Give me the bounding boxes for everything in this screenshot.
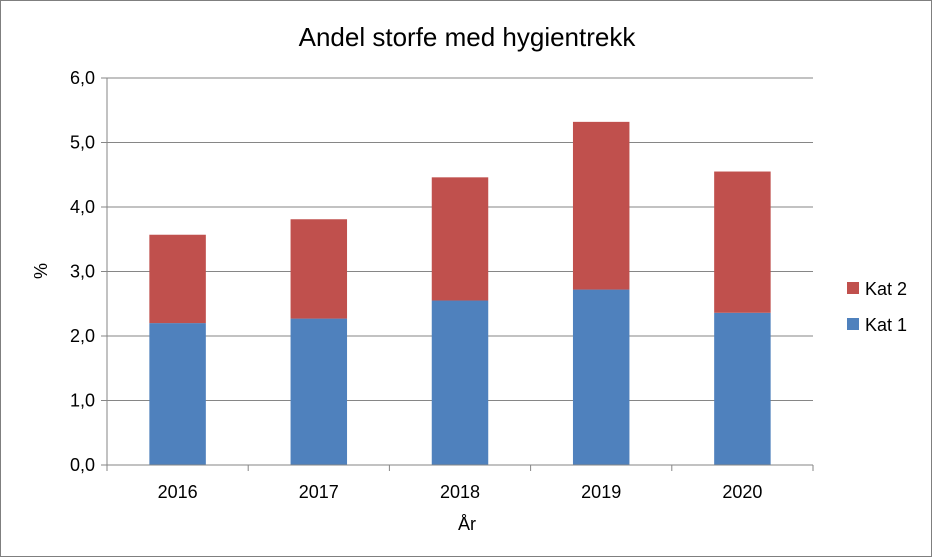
bar-kat-1-2017 [290, 318, 348, 465]
x-tick-label: 2017 [299, 482, 339, 502]
legend-swatch [847, 318, 859, 330]
y-tick-label: 5,0 [70, 133, 95, 153]
y-tick-label: 2,0 [70, 326, 95, 346]
bar-kat-1-2019 [572, 289, 630, 465]
axes: 0,0 1,0 2,0 3,0 4,0 5,0 6,0 2016 2017 2018 2019 202… [70, 68, 814, 502]
x-tick-label: 2019 [581, 482, 621, 502]
y-tick-label: 1,0 [70, 391, 95, 411]
bar-kat-1-2020 [714, 312, 771, 465]
legend-label: Kat 2 [865, 279, 907, 299]
chart-title: Andel storfe med hygientrekk [299, 22, 637, 52]
y-tick-label: 0,0 [70, 455, 95, 475]
bars [149, 121, 771, 465]
bar-kat-2-2020 [714, 171, 771, 313]
y-tick-label: 3,0 [70, 262, 95, 282]
legend-swatch [847, 282, 859, 294]
y-axis-label: % [31, 263, 51, 279]
bar-kat-1-2016 [149, 323, 206, 465]
bar-kat-2-2016 [149, 234, 206, 324]
bar-kat-1-2018 [431, 300, 489, 465]
legend: Kat 2 Kat 1 [847, 279, 907, 335]
bar-kat-2-2017 [290, 219, 348, 319]
y-tick-label: 6,0 [70, 68, 95, 88]
x-tick-label: 2018 [440, 482, 480, 502]
x-tick-label: 2016 [158, 482, 198, 502]
x-tick-label: 2020 [722, 482, 762, 502]
y-tick-label: 4,0 [70, 197, 95, 217]
x-axis-label: År [458, 514, 476, 534]
legend-label: Kat 1 [865, 315, 907, 335]
bar-kat-2-2019 [572, 121, 630, 290]
bar-kat-2-2018 [431, 177, 489, 301]
